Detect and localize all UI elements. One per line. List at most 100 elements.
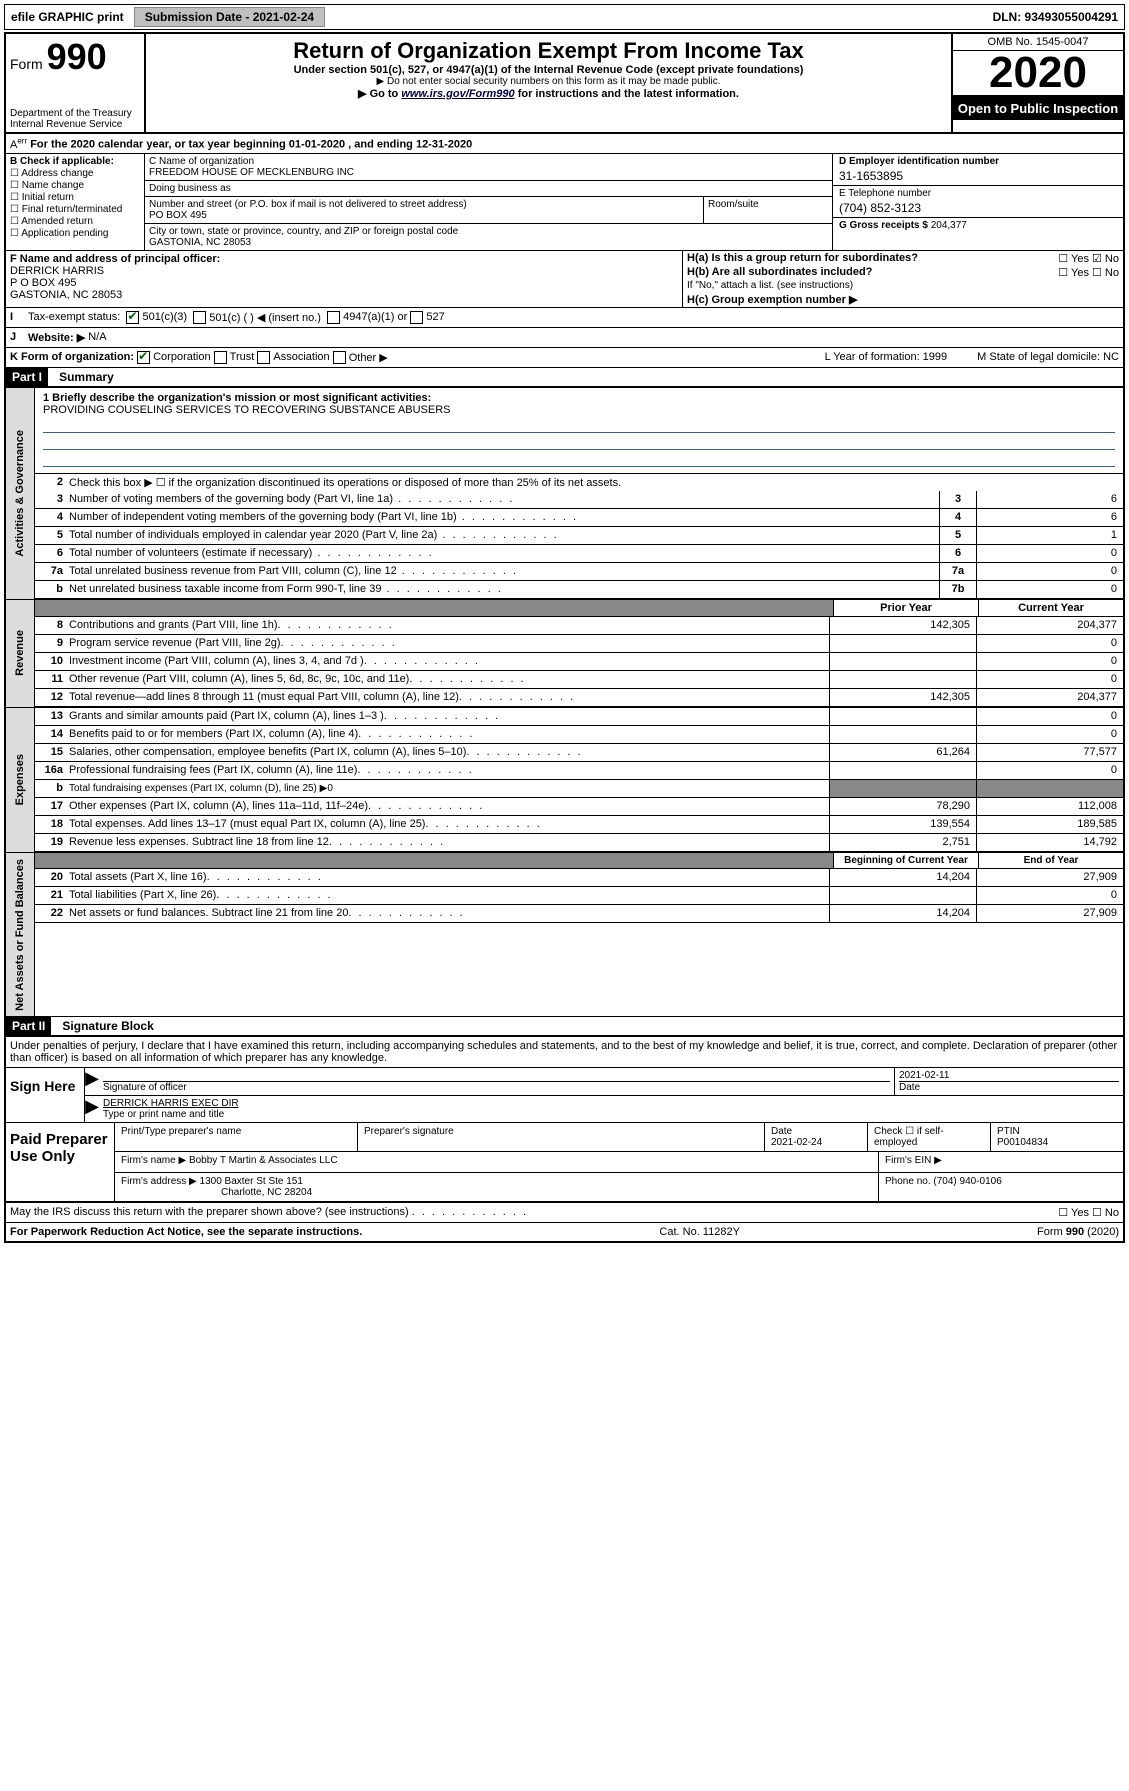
- chk-address[interactable]: ☐ Address change: [10, 168, 140, 179]
- part1-header: Part I: [6, 368, 48, 386]
- chk-final-label: Final return/terminated: [22, 204, 123, 215]
- row-a: Aerr For the 2020 calendar year, or tax …: [6, 134, 1123, 154]
- row-a-text: For the 2020 calendar year, or tax year …: [30, 139, 472, 151]
- ptin-label: PTIN: [997, 1126, 1020, 1137]
- prep-date: 2021-02-24: [771, 1137, 822, 1148]
- subtitle: Under section 501(c), 527, or 4947(a)(1)…: [150, 64, 947, 76]
- discuss-text: May the IRS discuss this return with the…: [10, 1206, 409, 1218]
- chk-other[interactable]: [333, 351, 346, 364]
- block-b: B Check if applicable: ☐ Address change …: [6, 154, 145, 250]
- discuss-yesno[interactable]: ☐ Yes ☐ No: [1058, 1206, 1119, 1219]
- chk-final[interactable]: ☐ Final return/terminated: [10, 204, 140, 215]
- irs-link[interactable]: www.irs.gov/Form990: [401, 88, 514, 100]
- room-label: Room/suite: [704, 197, 832, 223]
- officer-addr2: GASTONIA, NC 28053: [10, 289, 678, 301]
- cat-no: Cat. No. 11282Y: [659, 1226, 740, 1238]
- website: N/A: [88, 331, 106, 343]
- vtab-revenue: Revenue: [12, 624, 28, 682]
- summary-line: 17Other expenses (Part IX, column (A), l…: [35, 798, 1123, 816]
- part1-bar: Part I Summary: [6, 368, 1123, 388]
- firm-phone: (704) 940-0106: [933, 1176, 1001, 1187]
- form-footer: Form 990 (2020): [1037, 1226, 1119, 1238]
- name-label: C Name of organization: [149, 156, 828, 167]
- page-title: Return of Organization Exempt From Incom…: [150, 38, 947, 64]
- chk-pend-label: Application pending: [21, 228, 108, 239]
- summary-line: 11Other revenue (Part VIII, column (A), …: [35, 671, 1123, 689]
- website-label: Website: ▶: [28, 331, 85, 344]
- chk-4947[interactable]: [327, 311, 340, 324]
- chk-name[interactable]: ☐ Name change: [10, 180, 140, 191]
- chk-corp[interactable]: [137, 351, 150, 364]
- note2-pre: ▶ Go to: [358, 88, 401, 100]
- form-label: Form: [10, 56, 43, 72]
- summary-line: 19Revenue less expenses. Subtract line 1…: [35, 834, 1123, 852]
- declaration: Under penalties of perjury, I declare th…: [6, 1037, 1123, 1068]
- form-container: Form 990 Department of the Treasury Inte…: [4, 32, 1125, 1243]
- row-k: K Form of organization: Corporation Trus…: [6, 348, 1123, 368]
- summary-line: 22Net assets or fund balances. Subtract …: [35, 905, 1123, 923]
- paperwork: For Paperwork Reduction Act Notice, see …: [10, 1226, 362, 1238]
- note2-post: for instructions and the latest informat…: [515, 88, 739, 100]
- prep-date-label: Date: [771, 1126, 792, 1137]
- opt-assoc: Association: [273, 351, 329, 363]
- header: Form 990 Department of the Treasury Inte…: [6, 34, 1123, 134]
- year-formation: L Year of formation: 1999: [825, 351, 948, 363]
- hc: H(c) Group exemption number ▶: [683, 292, 1123, 307]
- chk-init-label: Initial return: [22, 192, 74, 203]
- firm-city: Charlotte, NC 28204: [121, 1187, 312, 1198]
- chk-501c3[interactable]: [126, 311, 139, 324]
- efile-label: efile GRAPHIC print: [11, 10, 124, 24]
- firm-phone-label: Phone no.: [885, 1176, 931, 1187]
- activities-governance: Activities & Governance 1 Briefly descri…: [6, 388, 1123, 600]
- chk-initial[interactable]: ☐ Initial return: [10, 192, 140, 203]
- org-name: FREEDOM HOUSE OF MECKLENBURG INC: [149, 167, 828, 178]
- prep-self-emp: Check ☐ if self-employed: [868, 1123, 991, 1151]
- block-c: C Name of organization FREEDOM HOUSE OF …: [145, 154, 832, 250]
- opt-501c3: 501(c)(3): [142, 311, 187, 323]
- expenses-section: Expenses 13Grants and similar amounts pa…: [6, 708, 1123, 853]
- name-label: Type or print name and title: [103, 1109, 224, 1120]
- officer-addr1: P O BOX 495: [10, 277, 678, 289]
- block-b-title: B Check if applicable:: [10, 156, 140, 167]
- row-j: J Website: ▶ N/A: [6, 328, 1123, 348]
- line2: Check this box ▶ ☐ if the organization d…: [69, 474, 1123, 491]
- chk-527[interactable]: [410, 311, 423, 324]
- summary-line: 8Contributions and grants (Part VIII, li…: [35, 617, 1123, 635]
- chk-addr-label: Address change: [21, 168, 93, 179]
- blocks-bcd: B Check if applicable: ☐ Address change …: [6, 154, 1123, 251]
- ein-label: D Employer identification number: [839, 156, 1117, 167]
- row-i: I Tax-exempt status: 501(c)(3) 501(c) ( …: [6, 308, 1123, 328]
- state-domicile: M State of legal domicile: NC: [977, 351, 1119, 363]
- summary-line: 6Total number of volunteers (estimate if…: [35, 545, 1123, 563]
- top-bar: efile GRAPHIC print Submission Date - 20…: [4, 4, 1125, 30]
- opt-4947: 4947(a)(1) or: [343, 311, 407, 323]
- form-number: 990: [47, 36, 107, 77]
- col-begin: Beginning of Current Year: [833, 853, 978, 868]
- firm-addr: 1300 Baxter St Ste 151: [200, 1176, 303, 1187]
- block-d: D Employer identification number 31-1653…: [832, 154, 1123, 250]
- summary-line: 14Benefits paid to or for members (Part …: [35, 726, 1123, 744]
- date-label: Date: [899, 1081, 1119, 1093]
- chk-pending[interactable]: ☐ Application pending: [10, 228, 140, 239]
- h-note: If "No," attach a list. (see instruction…: [683, 279, 1123, 292]
- note1: ▶ Do not enter social security numbers o…: [150, 76, 947, 87]
- dln: DLN: 93493055004291: [987, 5, 1124, 29]
- summary-line: bTotal fundraising expenses (Part IX, co…: [35, 780, 1123, 798]
- signer-name: DERRICK HARRIS EXEC DIR: [103, 1098, 239, 1109]
- dba-label: Doing business as: [149, 183, 828, 194]
- chk-501c[interactable]: [193, 311, 206, 324]
- chk-assoc[interactable]: [257, 351, 270, 364]
- officer-label: F Name and address of principal officer:: [10, 253, 678, 265]
- firm-ein-label: Firm's EIN ▶: [879, 1152, 1123, 1172]
- revenue-section: Revenue Prior YearCurrent Year 8Contribu…: [6, 600, 1123, 708]
- tax-year: 2020: [953, 51, 1123, 97]
- ein: 31-1653895: [839, 167, 1117, 183]
- col-current: Current Year: [978, 600, 1123, 616]
- summary-line: 5Total number of individuals employed in…: [35, 527, 1123, 545]
- summary-line: 4Number of independent voting members of…: [35, 509, 1123, 527]
- chk-amended[interactable]: ☐ Amended return: [10, 216, 140, 227]
- chk-name-label: Name change: [22, 180, 84, 191]
- part1-title: Summary: [51, 368, 122, 386]
- part2-title: Signature Block: [54, 1017, 161, 1035]
- chk-trust[interactable]: [214, 351, 227, 364]
